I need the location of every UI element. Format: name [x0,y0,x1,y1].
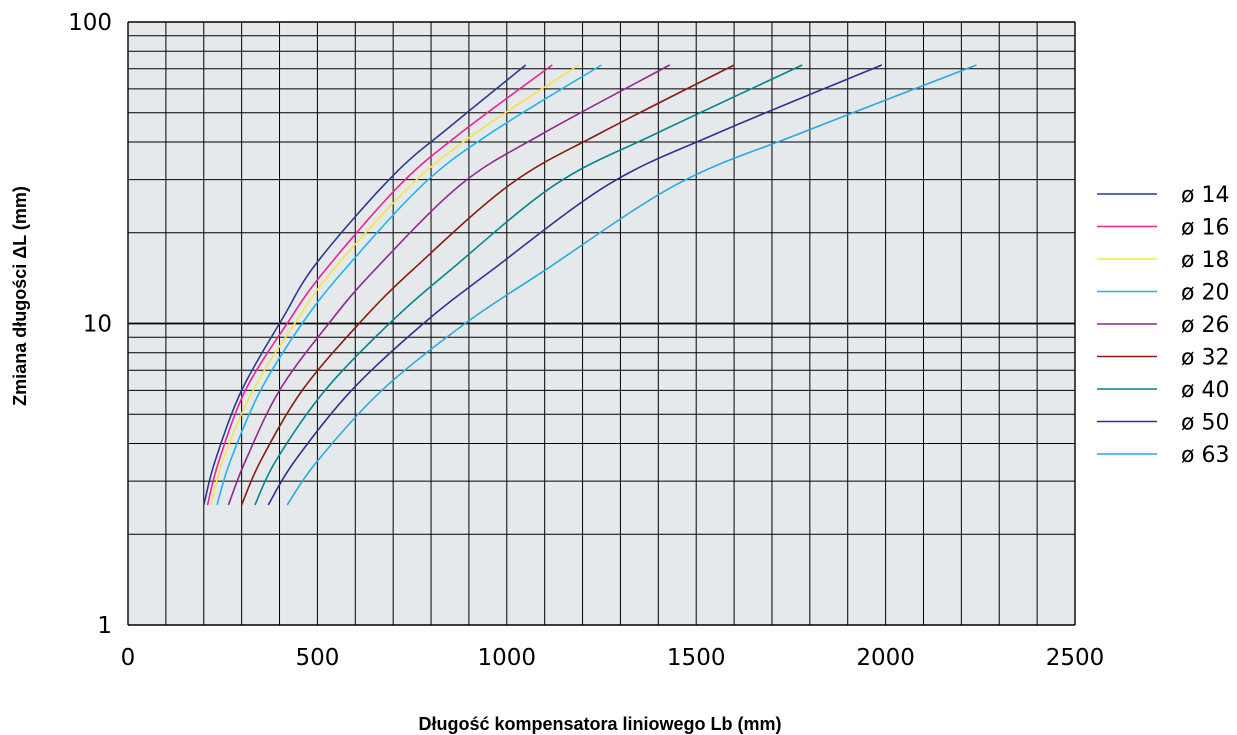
y-axis-title: Zmiana długości ΔL (mm) [10,186,30,406]
x-axis-title: Długość kompensatora liniowego Lb (mm) [418,714,781,734]
legend-label: ø 32 [1181,346,1229,371]
legend-label: ø 63 [1181,443,1229,468]
y-tick-label: 100 [68,10,112,36]
x-tick-label: 2500 [1046,645,1105,671]
legend-label: ø 40 [1181,378,1229,403]
x-tick-label: 1500 [667,645,726,671]
x-tick-label: 1000 [478,645,537,671]
series-line [267,64,883,506]
horizontal-grid [128,21,1075,626]
series-line [240,64,735,506]
legend-label: ø 16 [1181,216,1229,241]
series-line [203,64,527,506]
series-line [254,64,803,506]
legend-label: ø 14 [1181,183,1229,208]
x-tick-label: 0 [121,645,136,671]
y-tick-label: 1 [97,613,112,639]
legend-label: ø 50 [1181,411,1229,436]
series-curves [203,64,977,506]
legend-label: ø 26 [1181,313,1229,338]
legend: ø 14 ø 16 ø 18 ø 20 ø 26 ø 32 ø 40 ø 50 ø 63 [1097,183,1229,468]
legend-label: ø 20 [1181,281,1229,306]
series-line [210,64,580,506]
x-tick-label: 500 [295,645,339,671]
series-line [216,64,602,506]
y-axis-ticks: 1 10 100 [68,10,112,639]
series-line [286,64,977,506]
series-line [206,64,553,506]
x-axis-ticks: 0 500 1000 1500 2000 2500 [121,645,1105,671]
y-tick-label: 10 [83,312,112,338]
legend-label: ø 18 [1181,248,1229,273]
series-line [227,64,671,506]
x-tick-label: 2000 [856,645,915,671]
